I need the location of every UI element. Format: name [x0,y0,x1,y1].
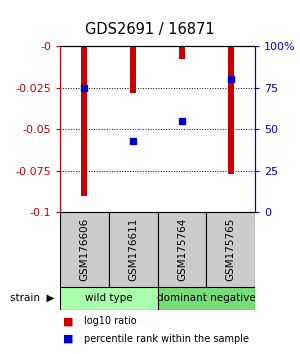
Text: ■: ■ [63,334,74,344]
Text: percentile rank within the sample: percentile rank within the sample [84,334,249,344]
Text: GSM175764: GSM175764 [177,218,187,281]
Bar [60,287,158,310]
Bar [60,212,109,287]
Text: GSM176611: GSM176611 [128,218,138,281]
Bar [206,212,255,287]
Text: ■: ■ [63,316,74,326]
Text: strain  ▶: strain ▶ [10,293,54,303]
Text: wild type: wild type [85,293,133,303]
Bar [158,212,206,287]
Text: GDS2691 / 16871: GDS2691 / 16871 [85,22,215,37]
Text: GSM175765: GSM175765 [226,218,236,281]
Bar [228,46,234,174]
Text: dominant negative: dominant negative [157,293,256,303]
Text: GSM176606: GSM176606 [80,218,89,281]
Bar [158,287,255,310]
Bar [109,212,158,287]
Text: log10 ratio: log10 ratio [84,316,136,326]
Bar [130,46,136,93]
Bar [82,46,87,196]
Bar [179,46,185,59]
